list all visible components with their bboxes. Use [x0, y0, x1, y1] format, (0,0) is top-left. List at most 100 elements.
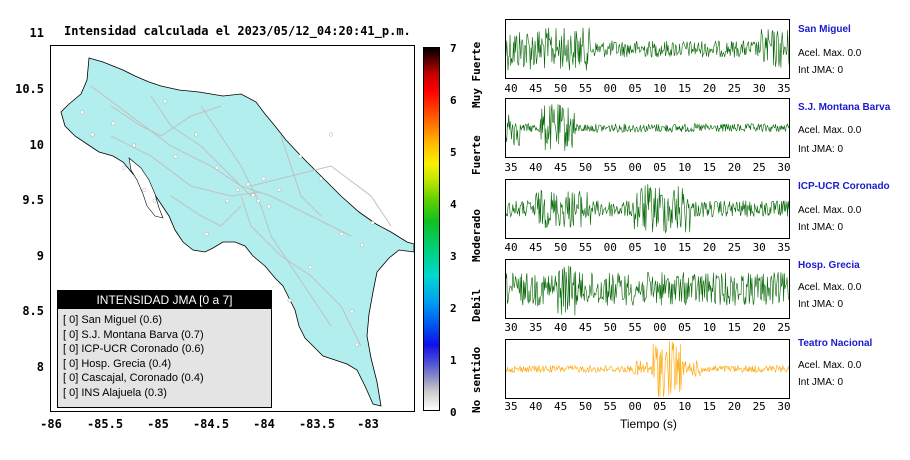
colorbar-label-no-sentido: No sentido: [470, 346, 483, 413]
station-point: [142, 187, 147, 192]
traces-xlabel: Tiempo (s): [620, 417, 677, 431]
waveform-line: [506, 183, 789, 234]
trace-tick-label: 10: [653, 82, 667, 95]
trace-tick-label: 05: [678, 321, 692, 334]
trace-tick-label: 55: [603, 161, 617, 174]
trace-tick-label: 50: [578, 400, 593, 413]
trace-tick-label: 15: [678, 82, 692, 95]
station-point: [318, 176, 323, 181]
trace-int-jma: Int JMA: 0: [798, 144, 844, 155]
colorbar-tick: 4: [450, 198, 457, 211]
trace-int-jma: Int JMA: 0: [798, 222, 844, 233]
colorbar-tick: 0: [450, 406, 457, 419]
trace-tick-label: 00: [603, 241, 617, 254]
trace-tick-label: 25: [727, 82, 742, 95]
trace-tick-label: 30: [777, 161, 791, 174]
trace-tick-label: 35: [504, 400, 518, 413]
trace-tick-label: 45: [553, 161, 568, 174]
map-xtick: -85: [147, 417, 169, 431]
colorbar-label-moderado: Moderado: [470, 209, 483, 262]
station-point: [277, 187, 282, 192]
trace-panel: [505, 339, 790, 399]
trace-tick-label: 20: [752, 321, 766, 334]
colorbar-tick: 3: [450, 250, 457, 263]
legend-item: [ 0] ICP-UCR Coronado (0.6): [63, 343, 205, 356]
waveform-line: [506, 27, 789, 71]
trace-tick-label: 10: [653, 241, 667, 254]
trace-tick-label: 15: [727, 321, 742, 334]
trace-tick-label: 55: [578, 241, 593, 254]
legend-header: INTENSIDAD JMA [0 a 7]: [58, 291, 271, 309]
station-point: [339, 231, 344, 236]
trace-tick-label: 50: [603, 321, 617, 334]
trace-tick-label: 25: [752, 400, 766, 413]
trace-acel-max: Acel. Max. 0.0: [798, 125, 862, 136]
colorbar-label-muy-fuerte: Muy Fuerte: [470, 41, 483, 108]
station-point: [355, 342, 360, 347]
trace-station-name: Hosp. Grecia: [798, 260, 860, 271]
map-xtick: -85.5: [86, 417, 124, 431]
colorbar-tick: 6: [450, 94, 457, 107]
map-xtick: -83.5: [298, 417, 336, 431]
colorbar-tick: 5: [450, 146, 457, 159]
trace-tick-label: 40: [529, 161, 543, 174]
trace-int-jma: Int JMA: 0: [798, 65, 844, 76]
station-dots: [80, 99, 375, 347]
station-point: [80, 110, 85, 115]
trace-ticks: 40 45 50 55 00 05 10 15 20 25 30 35: [504, 82, 790, 96]
waveform-line: [506, 340, 789, 398]
trace-tick-label: 05: [653, 161, 667, 174]
trace-tick-label: 45: [553, 400, 568, 413]
trace-tick-label: 40: [529, 400, 543, 413]
colorbar-label-debil: Debil: [470, 288, 483, 322]
trace-tick-label: 15: [702, 400, 717, 413]
trace-tick-label: 50: [553, 82, 568, 95]
station-point: [194, 132, 199, 137]
map-xtick: -86: [40, 417, 62, 431]
map-ytick: 10: [29, 138, 44, 152]
trace-tick-label: 40: [504, 241, 518, 254]
legend-item: [ 0] Hosp. Grecia (0.4): [63, 357, 172, 370]
trace-tick-label: 30: [504, 321, 518, 334]
station-point: [349, 309, 354, 314]
trace-tick-label: 05: [628, 82, 642, 95]
trace-tick-label: 20: [702, 82, 717, 95]
colorbar-label-fuerte: Fuerte: [470, 135, 483, 175]
map-ytick: 8.5: [22, 304, 44, 318]
trace-panel: [505, 259, 790, 319]
map-ytick: 8: [36, 360, 44, 374]
trace-tick-label: 15: [702, 161, 717, 174]
station-point: [90, 132, 95, 137]
trace-tick-label: 35: [777, 241, 791, 254]
map-xtick: -84: [253, 417, 275, 431]
map-xtick: -83: [357, 417, 379, 431]
station-point: [225, 198, 230, 203]
waveform-line: [506, 265, 789, 316]
waveform-line: [506, 104, 789, 151]
trace-int-jma: Int JMA: 0: [798, 299, 844, 310]
trace-tick-label: 50: [578, 161, 593, 174]
trace-acel-max: Acel. Max. 0.0: [798, 360, 862, 371]
intensity-legend: INTENSIDAD JMA [0 a 7] [ 0] San Miguel (…: [57, 290, 272, 408]
costa-rica-map: [60, 57, 414, 407]
trace-tick-label: 00: [653, 321, 667, 334]
colorbar-tick: 1: [450, 354, 457, 367]
trace-tick-label: 10: [678, 400, 692, 413]
trace-tick-label: 00: [603, 82, 617, 95]
trace-tick-label: 25: [727, 241, 742, 254]
trace-tick-label: 55: [578, 82, 593, 95]
trace-tick-label: 00: [628, 161, 642, 174]
station-point: [204, 231, 209, 236]
trace-ticks: 35 40 45 50 55 00 05 10 15 20 25 30: [504, 400, 790, 414]
intensity-colorbar: [423, 47, 440, 411]
seismic-trace: [506, 183, 789, 234]
nicoya-peninsula: [128, 157, 164, 219]
trace-tick-label: 20: [702, 241, 717, 254]
trace-tick-label: 30: [752, 82, 766, 95]
station-point: [297, 154, 302, 159]
map-ytick: 11: [29, 26, 44, 40]
station-point: [152, 198, 157, 203]
station-point: [246, 182, 251, 187]
station-point: [235, 187, 240, 192]
trace-tick-label: 50: [553, 241, 568, 254]
